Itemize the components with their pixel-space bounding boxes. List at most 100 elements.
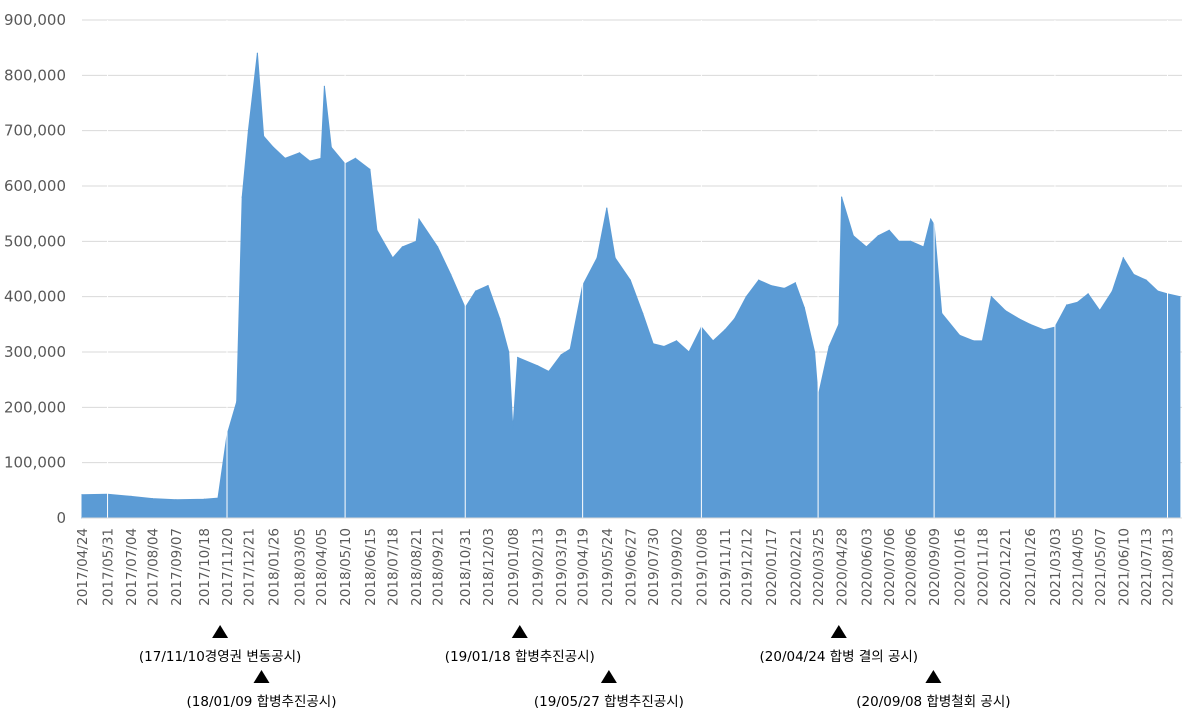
y-tick-label: 800,000 <box>4 66 66 84</box>
data-point <box>376 229 378 231</box>
data-point <box>783 287 785 289</box>
data-point <box>841 196 843 198</box>
data-point <box>803 307 805 309</box>
y-tick-label: 0 <box>56 509 66 527</box>
data-point <box>475 290 477 292</box>
data-point <box>652 343 654 345</box>
x-tick-label: 2018/10/31 <box>458 528 474 606</box>
data-point <box>838 323 840 325</box>
data-point <box>1087 293 1089 295</box>
data-point <box>1099 309 1101 312</box>
data-point <box>828 345 830 348</box>
data-point <box>1133 273 1135 276</box>
x-tick-label: 2018/07/18 <box>386 528 402 606</box>
data-point <box>512 428 514 431</box>
event-annotation-label: (17/11/10경영권 변동공시) <box>139 649 301 665</box>
data-point <box>1145 279 1147 281</box>
x-tick-label: 2020/10/16 <box>953 528 969 606</box>
data-point <box>972 340 975 342</box>
data-point <box>330 146 332 148</box>
x-tick-label: 2020/01/17 <box>764 528 780 606</box>
data-point <box>203 498 205 500</box>
x-tick-label: 2021/04/05 <box>1071 528 1087 606</box>
data-point <box>548 370 550 372</box>
x-tick-label: 2017/08/04 <box>145 528 161 606</box>
data-point <box>298 152 301 154</box>
x-tick-label: 2019/11/11 <box>718 528 734 606</box>
data-point <box>1122 257 1124 259</box>
event-marker-triangle <box>830 625 847 638</box>
data-point <box>537 365 539 367</box>
data-point <box>81 494 83 496</box>
data-point <box>642 312 644 314</box>
data-point <box>517 356 519 359</box>
data-point <box>1029 323 1031 325</box>
data-point <box>392 257 394 259</box>
event-marker-triangle <box>212 625 229 638</box>
event-annotation-label: (20/04/24 합병 결의 공시) <box>760 649 919 665</box>
data-point <box>941 312 943 314</box>
x-tick-label: 2019/03/19 <box>554 528 570 606</box>
data-point <box>758 279 760 281</box>
data-point <box>418 218 420 220</box>
data-point <box>910 240 912 242</box>
y-tick-label: 600,000 <box>4 177 66 195</box>
data-point <box>236 401 238 403</box>
data-point <box>724 329 726 331</box>
x-axis-tick-labels: 2017/04/24 2017/05/31 2017/07/04 2017/08/04… <box>75 528 1177 606</box>
y-axis-tick-labels: 0 100,000 200,000 300,000 400,000 500,000 600,… <box>4 11 66 527</box>
x-tick-label: 2020/12/21 <box>998 528 1014 606</box>
x-tick-label: 2020/04/28 <box>835 528 851 606</box>
series-area-group <box>81 52 1181 519</box>
y-tick-label: 400,000 <box>4 288 66 306</box>
x-tick-label: 2017/04/24 <box>75 528 91 606</box>
data-point <box>151 498 153 500</box>
x-tick-label: 2018/06/15 <box>363 528 379 606</box>
event-annotation-label: (19/05/27 합병추진공시) <box>534 694 684 710</box>
data-point <box>814 351 816 353</box>
event-marker-triangle <box>511 625 528 638</box>
x-tick-label: 2017/10/18 <box>197 528 213 606</box>
x-tick-label: 2021/03/03 <box>1048 528 1064 606</box>
y-tick-label: 700,000 <box>4 122 66 140</box>
x-tick-label: 2021/05/07 <box>1093 528 1109 606</box>
data-point <box>1004 309 1006 312</box>
x-tick-label: 2021/06/10 <box>1116 528 1132 606</box>
data-point <box>401 246 403 248</box>
x-tick-label: 2018/05/10 <box>338 528 354 606</box>
data-point <box>675 340 678 342</box>
data-point <box>1043 329 1045 331</box>
data-point <box>1018 318 1020 320</box>
x-tick-label: 2019/06/27 <box>623 528 639 606</box>
x-tick-label: 2019/05/24 <box>600 528 616 606</box>
data-point <box>284 157 286 159</box>
x-tick-label: 2020/02/21 <box>788 528 804 606</box>
date-separator-lines <box>107 20 1168 518</box>
data-point <box>247 130 249 132</box>
data-point <box>745 296 747 298</box>
data-point <box>508 351 510 353</box>
data-point <box>663 345 665 348</box>
x-tick-label: 2017/11/20 <box>220 528 236 606</box>
data-point <box>898 240 900 242</box>
data-point <box>794 282 796 284</box>
data-point <box>712 340 714 342</box>
data-point <box>959 334 961 336</box>
data-point <box>175 499 177 501</box>
x-tick-label: 2020/03/25 <box>811 528 827 606</box>
y-tick-label: 500,000 <box>4 232 66 250</box>
data-point <box>437 246 439 248</box>
data-point <box>323 85 325 87</box>
x-tick-label: 2019/04/19 <box>576 528 592 606</box>
data-point <box>733 318 736 320</box>
data-point <box>569 348 571 350</box>
x-tick-label: 2020/09/09 <box>927 528 943 606</box>
event-marker-triangle <box>600 670 617 683</box>
x-tick-label: 2017/12/21 <box>241 528 257 606</box>
x-tick-label: 2017/09/07 <box>169 528 185 606</box>
x-tick-label: 2017/07/04 <box>124 528 140 606</box>
x-tick-label: 2020/08/06 <box>904 528 920 606</box>
data-point <box>1111 290 1113 292</box>
y-tick-label: 100,000 <box>4 454 66 472</box>
data-point <box>560 354 562 356</box>
